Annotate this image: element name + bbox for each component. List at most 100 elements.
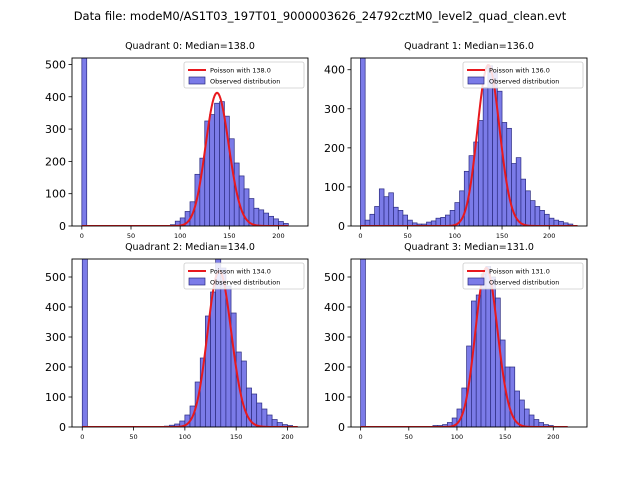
quadrant-0-legend: Poisson with 138.0 Observed distribution xyxy=(183,61,305,89)
quadrant-2-y-tick-label: 200 xyxy=(45,361,66,374)
quadrant-1-histogram-bar xyxy=(525,190,531,226)
quadrant-0-histogram-bar xyxy=(81,58,88,226)
quadrant-0-y-tick-label: 100 xyxy=(45,188,66,201)
quadrant-2-histogram-bar xyxy=(261,408,268,427)
quadrant-0-axes: Quadrant 0: Median=138.0 0 50 100 150 200 0 100… xyxy=(45,41,309,240)
quadrant-0-x-tick-label: 0 xyxy=(80,232,84,240)
quadrant-1-histogram-bar xyxy=(435,217,442,226)
quadrant-0-x-tick-label: 100 xyxy=(174,232,186,240)
quadrant-2-x-tick-label: 50 xyxy=(129,433,137,441)
quadrant-1-histogram-bar xyxy=(397,210,404,226)
quadrant-2-y-tick-label: 300 xyxy=(45,331,66,344)
quadrant-3-histogram-bar xyxy=(480,273,487,427)
legend-hist-label: Observed distribution xyxy=(489,279,559,287)
quadrant-1-y-tick-label: 300 xyxy=(324,103,345,116)
quadrant-1-legend: Poisson with 136.0 Observed distribution xyxy=(462,61,584,89)
quadrant-1-histogram-bar xyxy=(393,206,399,226)
quadrant-1-x-tick-label: 50 xyxy=(403,232,411,240)
quadrant-2-x-tick-label: 0 xyxy=(80,433,84,441)
legend-hist-label: Observed distribution xyxy=(210,78,280,86)
quadrant-1-histogram-bar xyxy=(534,206,541,226)
quadrant-2-histogram-bar xyxy=(210,291,217,427)
quadrant-1-x-tick-label: 200 xyxy=(543,232,555,240)
quadrant-1-histogram-bar xyxy=(487,65,493,226)
quadrant-1-histogram-bar xyxy=(539,210,545,226)
quadrant-0-histogram-bar xyxy=(219,101,225,226)
quadrant-0-histogram-bar xyxy=(209,114,215,226)
quadrant-0-histogram-bar xyxy=(214,102,220,226)
quadrant-0-histogram-bar xyxy=(253,207,260,226)
quadrant-1-histogram-bar xyxy=(544,213,550,226)
quadrant-1-x-tick-label: 100 xyxy=(449,232,461,240)
quadrant-2-histogram-bar xyxy=(266,414,273,427)
quadrant-1-histogram-bar xyxy=(383,196,390,226)
quadrant-3-y-tick-label: 200 xyxy=(324,361,345,374)
quadrant-0-y-tick-label: 300 xyxy=(45,123,66,136)
quadrant-3-histogram-bar xyxy=(519,399,525,427)
quadrant-3-histogram-bar xyxy=(485,266,492,427)
quadrant-3-y-tick-label: 0 xyxy=(338,421,345,434)
quadrant-1-histogram-bar xyxy=(520,178,526,226)
quadrant-3-x-tick-label: 100 xyxy=(451,433,463,441)
quadrant-1-histogram-bar xyxy=(374,206,380,226)
quadrant-3-histogram-bar xyxy=(528,414,535,427)
quadrant-0-y-tick-label: 0 xyxy=(59,220,66,233)
legend-hist-swatch xyxy=(467,277,485,286)
quadrant-1-frame xyxy=(350,57,588,227)
quadrant-2-frame xyxy=(71,258,309,428)
quadrant-1-title: Quadrant 1: Median=136.0 xyxy=(404,41,534,52)
legend-fit-label: Poisson with 134.0 xyxy=(210,268,271,276)
quadrant-1-histogram-bar xyxy=(482,86,489,226)
quadrant-0-y-tick-label: 200 xyxy=(45,155,66,168)
quadrant-3-title: Quadrant 3: Median=131.0 xyxy=(404,242,534,253)
quadrant-2-histogram-bar xyxy=(81,259,88,427)
quadrant-1-histogram-bar xyxy=(402,214,408,226)
quadrant-2-legend: Poisson with 134.0 Observed distribution xyxy=(183,262,305,290)
quadrant-0-histogram-bar xyxy=(258,209,265,226)
quadrant-0-frame xyxy=(71,57,309,227)
quadrant-2-title: Quadrant 2: Median=134.0 xyxy=(125,242,255,253)
quadrant-3-legend: Poisson with 131.0 Observed distribution xyxy=(462,262,584,290)
quadrant-0-y-tick-label: 400 xyxy=(45,91,66,104)
quadrant-0-y-tick-label: 500 xyxy=(45,58,66,71)
quadrant-2-histogram-bar xyxy=(240,360,247,427)
quadrant-2-x-tick-label: 100 xyxy=(179,433,191,441)
legend-hist-swatch xyxy=(467,76,485,85)
quadrant-2-histogram-bar xyxy=(271,419,278,427)
legend-hist-label: Observed distribution xyxy=(489,78,559,86)
legend-hist-label: Observed distribution xyxy=(210,279,280,287)
quadrant-3-y-tick-label: 400 xyxy=(324,301,345,314)
quadrant-3-axes: Quadrant 3: Median=131.0 0 50 100 150 200 0 100… xyxy=(324,242,588,441)
legend-fit-label: Poisson with 136.0 xyxy=(489,67,550,75)
legend-fit-label: Poisson with 138.0 xyxy=(210,67,271,75)
quadrant-1-histogram-bar xyxy=(548,217,555,226)
quadrant-3-histogram-bar xyxy=(524,408,530,427)
quadrant-1-histogram-bar xyxy=(478,120,484,226)
quadrant-1-histogram-bar xyxy=(369,213,375,226)
quadrant-1-axes: Quadrant 1: Median=136.0 0 50 100 150 200 0 100… xyxy=(324,41,588,240)
quadrant-2-poisson-curve xyxy=(82,270,298,427)
quadrant-0-x-tick-label: 150 xyxy=(223,232,235,240)
quadrant-3-histogram-bar xyxy=(533,419,540,427)
quadrant-1-x-tick-label: 0 xyxy=(358,232,362,240)
quadrant-1-y-tick-label: 0 xyxy=(338,220,345,233)
quadrant-1-histogram-bar xyxy=(388,192,394,226)
quadrant-1-histogram-bar xyxy=(445,214,451,226)
quadrant-3-x-tick-label: 0 xyxy=(359,433,363,441)
quadrant-2-axes: Quadrant 2: Median=134.0 0 50 100 150 200 0 100… xyxy=(45,242,309,441)
quadrant-2-x-tick-label: 150 xyxy=(230,433,242,441)
quadrant-1-histogram-bar xyxy=(360,58,366,226)
quadrant-1-x-tick-label: 150 xyxy=(496,232,508,240)
legend-hist-swatch xyxy=(188,277,206,286)
quadrant-2-histogram-bar xyxy=(256,402,263,427)
quadrant-1-histogram-bar xyxy=(440,217,446,226)
quadrant-0-histogram-bar xyxy=(273,218,279,226)
quadrant-0-poisson-curve xyxy=(81,91,289,226)
figure-suptitle: Data file: modeM0/AS1T03_197T01_90000036… xyxy=(74,9,567,23)
quadrant-3-x-tick-label: 150 xyxy=(499,433,511,441)
quadrant-0-title: Quadrant 0: Median=138.0 xyxy=(125,41,255,52)
quadrant-0-histogram-bar xyxy=(263,212,270,226)
quadrant-3-x-tick-label: 200 xyxy=(547,433,559,441)
quadrant-1-histogram-bar xyxy=(506,127,512,226)
